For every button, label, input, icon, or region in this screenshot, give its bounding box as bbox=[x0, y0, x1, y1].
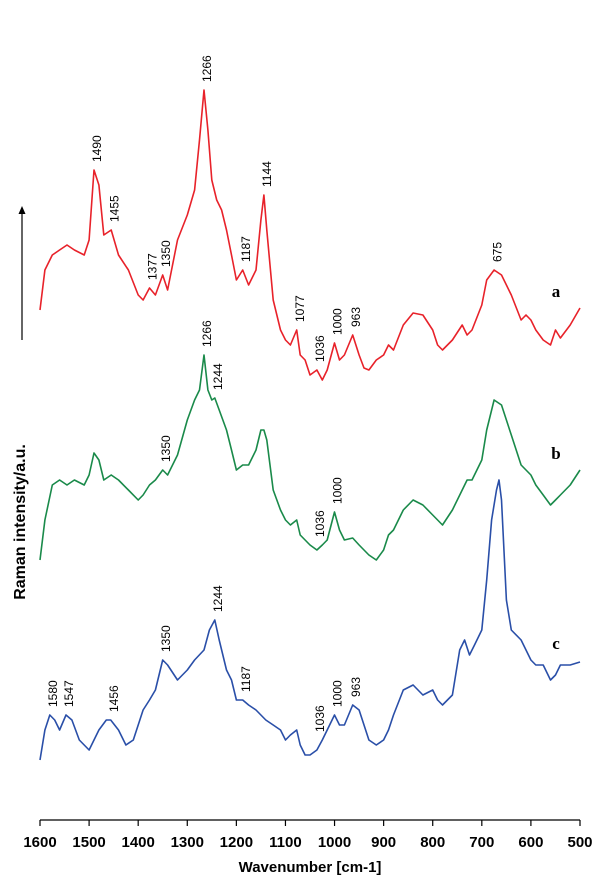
series-label: c bbox=[552, 634, 560, 653]
x-tick-label: 1200 bbox=[220, 834, 253, 851]
peak-label: 1036 bbox=[313, 335, 327, 362]
peak-label: 1580 bbox=[46, 680, 60, 707]
x-tick-label: 800 bbox=[420, 834, 445, 851]
y-arrow-head bbox=[18, 206, 26, 214]
peak-label: 1350 bbox=[159, 435, 173, 462]
peak-label: 1036 bbox=[313, 510, 327, 537]
series-label: a bbox=[552, 282, 561, 301]
peak-label: 1187 bbox=[239, 666, 253, 692]
x-tick-label: 1500 bbox=[72, 834, 105, 851]
peak-label: 1266 bbox=[200, 55, 214, 82]
peak-label: 1000 bbox=[331, 680, 345, 707]
peak-label: 675 bbox=[490, 242, 504, 262]
peak-label: 1000 bbox=[331, 477, 345, 504]
peak-label: 1266 bbox=[200, 320, 214, 347]
x-tick-label: 500 bbox=[567, 834, 592, 851]
peak-label: 1455 bbox=[107, 195, 121, 222]
peak-label: 1377 bbox=[146, 253, 160, 280]
peak-label: 1144 bbox=[260, 161, 274, 187]
peak-label: 1244 bbox=[211, 585, 225, 612]
x-tick-label: 900 bbox=[371, 834, 396, 851]
series-line bbox=[39, 354, 581, 561]
peak-label: 963 bbox=[349, 307, 363, 327]
peak-label: 1547 bbox=[62, 680, 76, 707]
x-tick-label: 700 bbox=[469, 834, 494, 851]
peak-label: 1077 bbox=[293, 295, 307, 322]
peak-label: 1490 bbox=[90, 135, 104, 162]
series-label: b bbox=[551, 444, 560, 463]
peak-label: 1350 bbox=[159, 240, 173, 267]
x-tick-label: 1000 bbox=[318, 834, 351, 851]
x-tick-label: 1300 bbox=[171, 834, 204, 851]
peak-label: 1350 bbox=[159, 625, 173, 652]
x-tick-label: 1100 bbox=[269, 834, 302, 851]
x-tick-label: 1400 bbox=[121, 834, 154, 851]
x-tick-label: 600 bbox=[518, 834, 543, 851]
peak-label: 1000 bbox=[331, 308, 345, 335]
peak-label: 1187 bbox=[239, 236, 253, 262]
y-axis-label: Raman intensity/a.u. bbox=[12, 444, 29, 600]
x-tick-label: 1600 bbox=[23, 834, 56, 851]
peak-label: 963 bbox=[349, 677, 363, 697]
series-line bbox=[39, 479, 581, 761]
peak-label: 1456 bbox=[107, 685, 121, 712]
series-line bbox=[39, 89, 581, 381]
peak-label: 1036 bbox=[313, 705, 327, 732]
peak-label: 1244 bbox=[211, 363, 225, 390]
x-axis-label: Wavenumber [cm-1] bbox=[239, 859, 382, 876]
